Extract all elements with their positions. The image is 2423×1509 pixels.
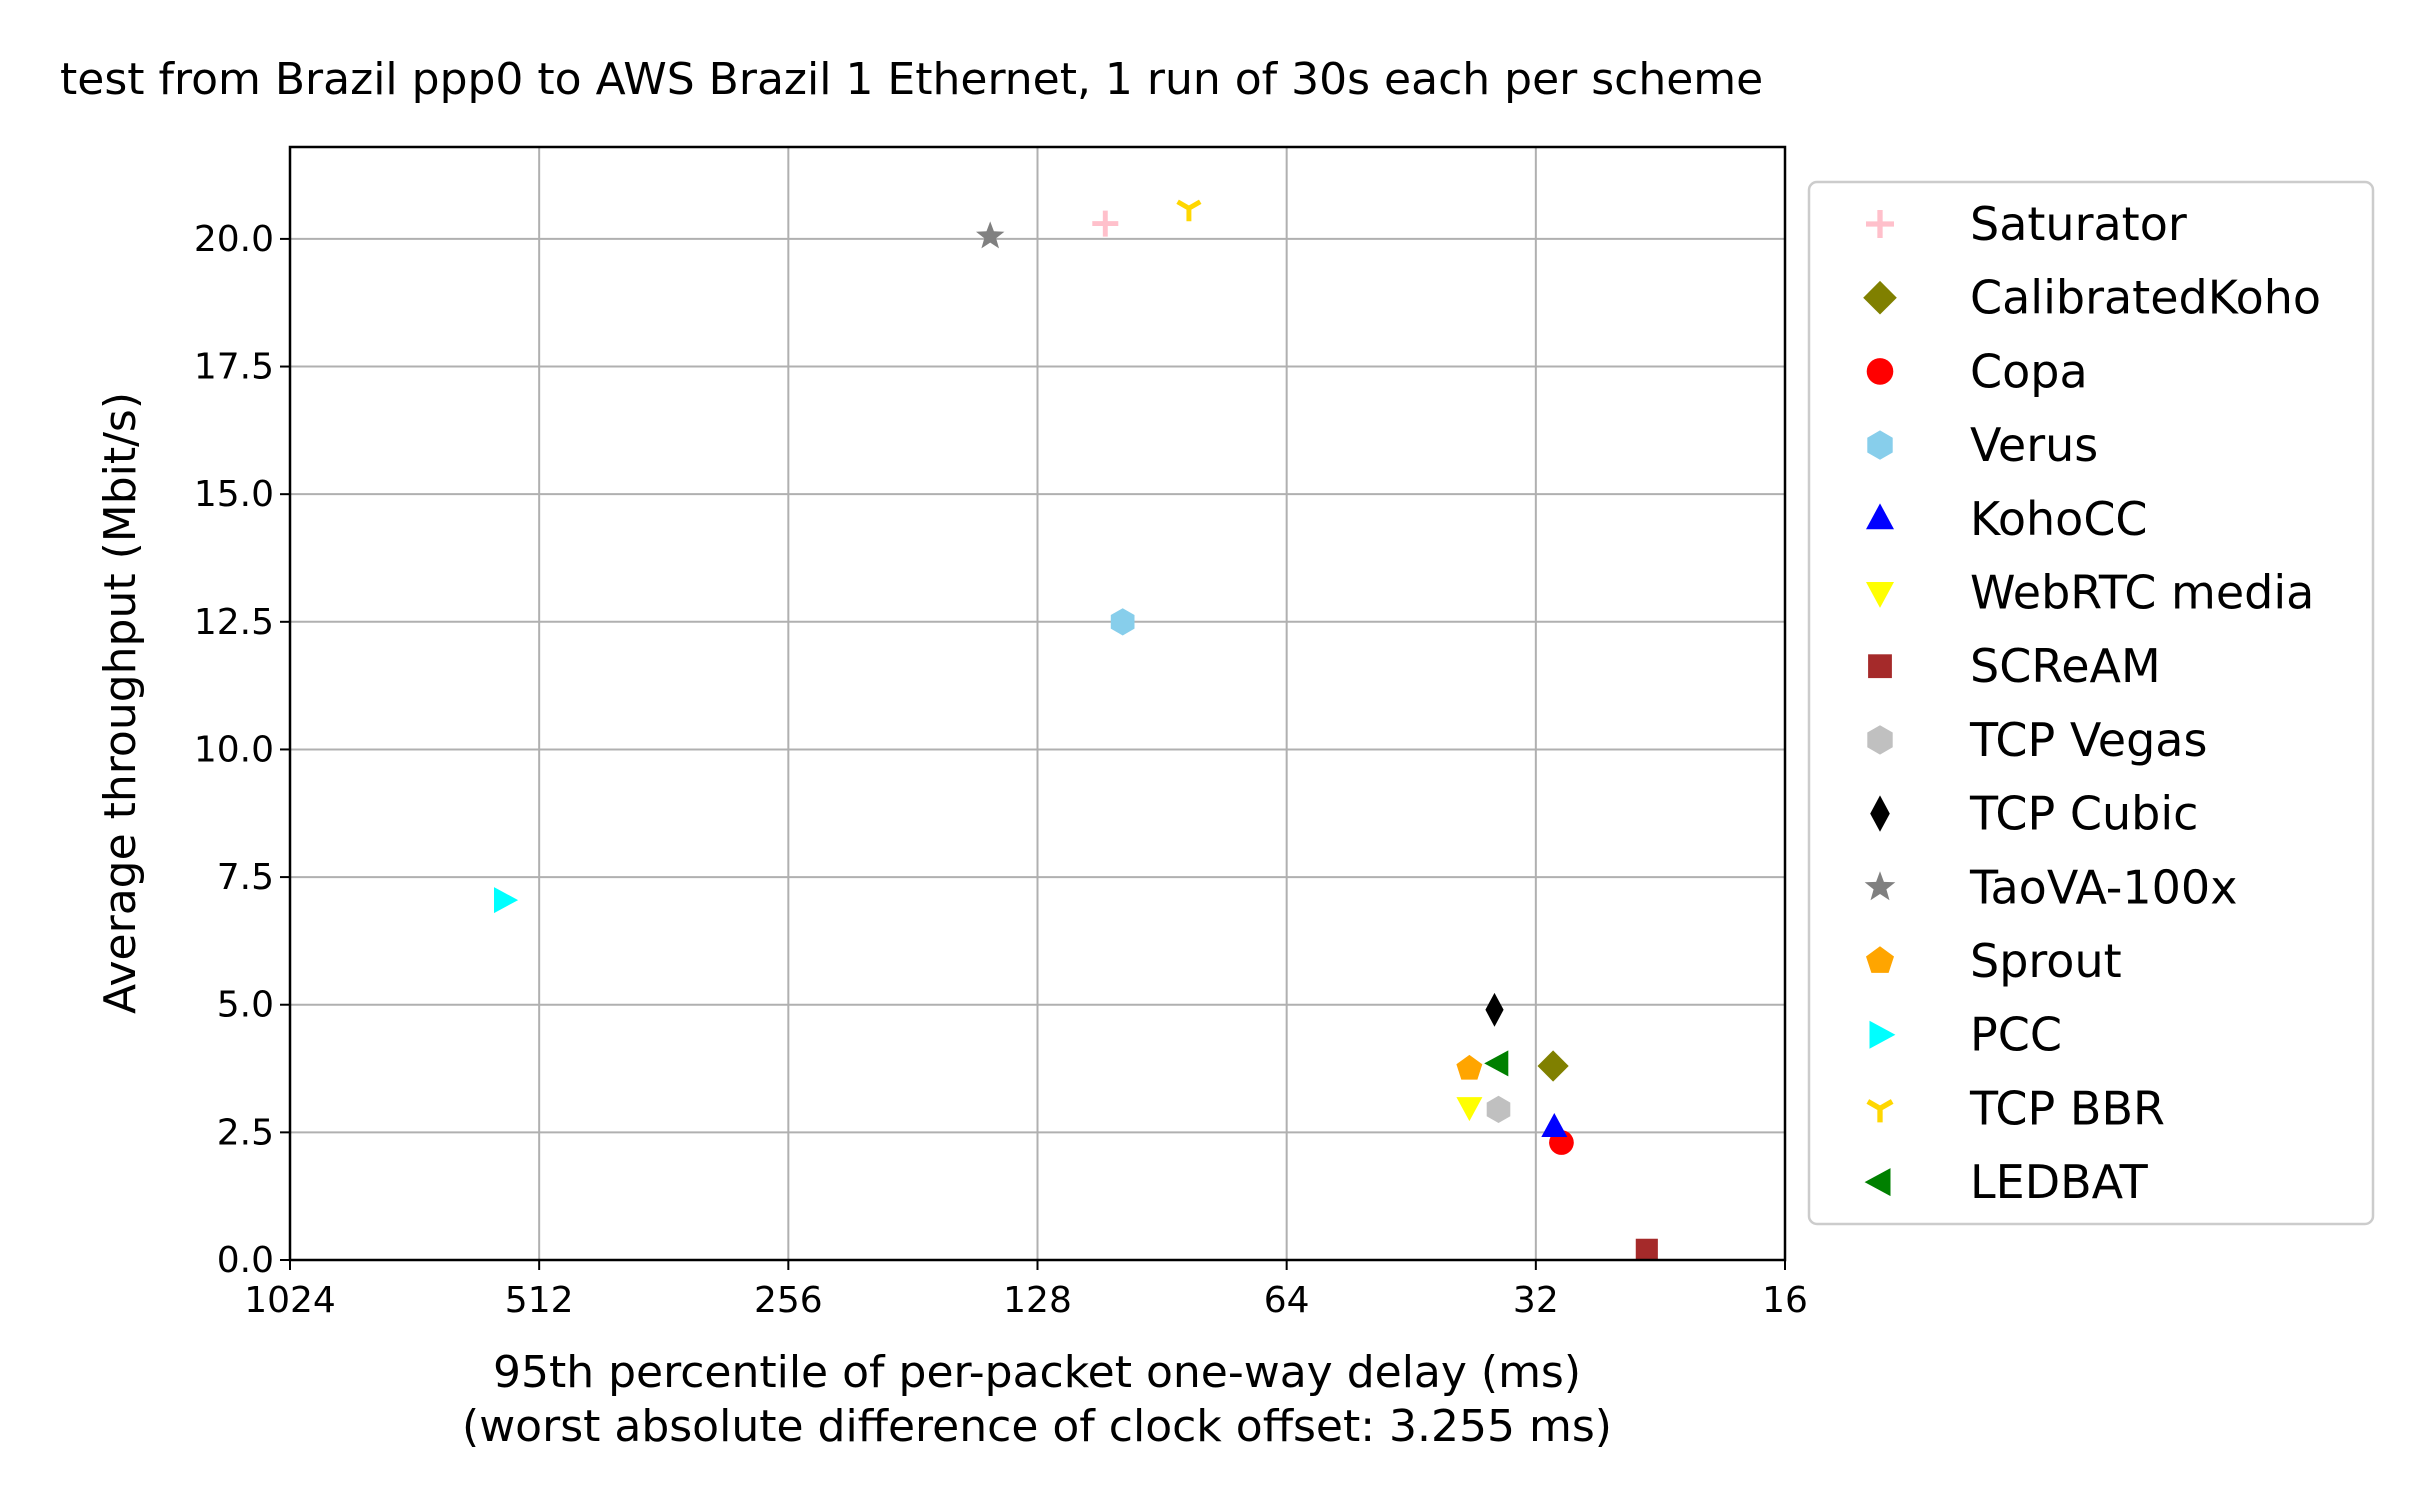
legend-frame bbox=[1807, 180, 2375, 1226]
y-tick-label: 0.0 bbox=[217, 1240, 274, 1281]
x-tick-label: 1024 bbox=[244, 1280, 336, 1321]
y-tick-label: 20.0 bbox=[194, 219, 274, 260]
legend-label-pcc: PCC bbox=[1970, 1008, 2062, 1062]
legend: Saturator CalibratedKoho Copa Verus KohoCC We… bbox=[1807, 180, 2375, 1226]
legend-label-copa: Copa bbox=[1970, 344, 2088, 398]
legend-label-sprout: Sprout bbox=[1970, 934, 2122, 988]
y-tick-label: 12.5 bbox=[194, 602, 274, 643]
x-tick-label: 512 bbox=[505, 1280, 574, 1321]
legend-marker-scream bbox=[1868, 654, 1892, 679]
y-tick-label: 5.0 bbox=[217, 985, 274, 1026]
y-tick-label: 15.0 bbox=[194, 474, 274, 515]
legend-label-ledbat: LEDBAT bbox=[1970, 1155, 2149, 1209]
point-webrtc-media bbox=[1456, 1097, 1483, 1122]
point-tcp-vegas bbox=[1486, 1095, 1511, 1123]
x-tick-label: 256 bbox=[754, 1280, 823, 1321]
point-pcc bbox=[494, 887, 519, 914]
y-tick-label: 10.0 bbox=[194, 729, 274, 770]
legend-label-tcp-vegas: TCP Vegas bbox=[1969, 713, 2207, 767]
legend-label-tcp-cubic: TCP Cubic bbox=[1969, 787, 2198, 841]
chart-title: test from Brazil ppp0 to AWS Brazil 1 Et… bbox=[60, 54, 1763, 105]
legend-items: Saturator CalibratedKoho Copa Verus KohoCC We… bbox=[1863, 197, 2321, 1209]
legend-label-saturator: Saturator bbox=[1970, 197, 2187, 251]
legend-marker-sprout bbox=[1866, 946, 1894, 973]
y-tick-label: 2.5 bbox=[217, 1112, 274, 1153]
legend-marker-verus bbox=[1867, 430, 1893, 460]
y-axis-label: Average throughput (Mbit/s) bbox=[95, 392, 146, 1014]
y-tick-label: 17.5 bbox=[194, 347, 274, 388]
x-tick-label: 32 bbox=[1513, 1280, 1559, 1321]
legend-label-webrtc-media: WebRTC media bbox=[1970, 566, 2314, 620]
point-calibratedkoho bbox=[1537, 1050, 1569, 1082]
point-kohocc bbox=[1541, 1113, 1568, 1137]
point-saturator bbox=[1092, 210, 1119, 237]
y-tick-label: 7.5 bbox=[217, 857, 274, 898]
x-tick-label: 64 bbox=[1264, 1280, 1310, 1321]
point-taova-100x bbox=[976, 221, 1005, 249]
legend-label-kohocc: KohoCC bbox=[1970, 492, 2148, 546]
x-axis-sublabel: (worst absolute difference of clock offs… bbox=[462, 1401, 1612, 1452]
legend-marker-webrtc-media bbox=[1866, 582, 1894, 608]
legend-label-calibratedkoho: CalibratedKoho bbox=[1970, 271, 2321, 325]
legend-marker-tcp-cubic bbox=[1870, 795, 1890, 832]
point-verus bbox=[1110, 608, 1135, 636]
legend-marker-saturator bbox=[1866, 210, 1894, 238]
grid bbox=[289, 147, 1786, 1261]
point-scream bbox=[1635, 1238, 1658, 1261]
legend-marker-copa bbox=[1866, 358, 1894, 385]
legend-marker-pcc bbox=[1869, 1020, 1896, 1049]
x-tick-label: 16 bbox=[1762, 1280, 1808, 1321]
legend-marker-tcp-vegas bbox=[1867, 725, 1893, 755]
legend-marker-taova-100x bbox=[1864, 871, 1896, 901]
axis-ticks: 1024 512 256 128 64 32 16 0.0 2.5 5.0 7.5 10.0 12.5 1… bbox=[194, 219, 1808, 1321]
point-tcp-cubic bbox=[1485, 992, 1504, 1027]
legend-marker-tcp-bbr bbox=[1866, 1099, 1894, 1123]
point-tcp-bbr bbox=[1176, 199, 1202, 222]
x-tick-label: 128 bbox=[1003, 1280, 1072, 1321]
point-sprout bbox=[1456, 1054, 1483, 1080]
legend-marker-ledbat bbox=[1864, 1168, 1891, 1197]
data-points bbox=[494, 199, 1658, 1261]
legend-label-scream: SCReAM bbox=[1970, 639, 2161, 693]
point-ledbat bbox=[1484, 1050, 1509, 1077]
legend-label-verus: Verus bbox=[1970, 418, 2098, 472]
legend-label-taova-100x: TaoVA-100x bbox=[1969, 860, 2237, 914]
legend-marker-calibratedkoho bbox=[1863, 280, 1897, 315]
legend-marker-kohocc bbox=[1866, 503, 1894, 530]
x-axis-label: 95th percentile of per-packet one-way de… bbox=[493, 1347, 1581, 1398]
legend-label-tcp-bbr: TCP BBR bbox=[1969, 1081, 2165, 1135]
